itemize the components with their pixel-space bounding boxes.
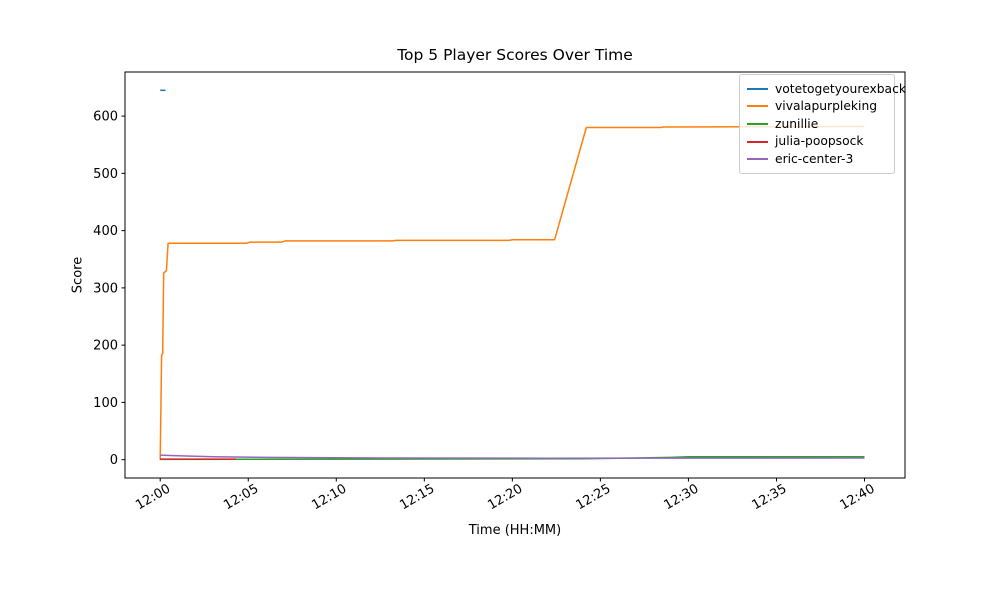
y-tick-label: 0 <box>110 453 118 468</box>
x-tick-label: 12:20 <box>485 481 525 513</box>
legend-label: vivalapurpleking <box>775 99 878 114</box>
legend-line-sample <box>747 105 768 108</box>
x-tick-label: 12:40 <box>838 481 878 513</box>
legend-item: eric-center-3 <box>747 150 887 168</box>
x-tick-label: 12:10 <box>309 481 349 513</box>
series-line-eric-center-3 <box>160 454 865 459</box>
legend: votetogetyourexback vivalapurpleking zunil… <box>739 74 906 174</box>
y-tick-label: 500 <box>93 167 118 182</box>
legend-item: zunillie <box>747 115 887 133</box>
x-tick-label: 12:35 <box>750 481 790 513</box>
legend-item: vivalapurpleking <box>747 98 887 116</box>
x-tick-label: 12:15 <box>397 481 437 513</box>
legend-label: votetogetyourexback <box>775 81 906 96</box>
x-tick-label: 12:30 <box>661 481 701 513</box>
legend-label: zunillie <box>775 116 819 131</box>
y-tick-label: 400 <box>93 224 118 239</box>
y-tick-label: 100 <box>93 396 118 411</box>
x-tick-label: 12:25 <box>573 481 613 513</box>
chart-title: Top 5 Player Scores Over Time <box>397 46 633 64</box>
legend-line-sample <box>747 140 768 143</box>
legend-line-sample <box>747 122 768 125</box>
y-tick-label: 600 <box>93 110 118 125</box>
legend-label: julia-poopsock <box>775 134 864 149</box>
x-axis-label: Time (HH:MM) <box>468 523 562 538</box>
legend-line-sample <box>747 87 768 90</box>
y-tick-label: 200 <box>93 339 118 354</box>
legend-line-sample <box>747 158 768 161</box>
legend-item: votetogetyourexback <box>747 80 906 98</box>
x-tick-label: 12:05 <box>221 481 261 513</box>
y-tick-label: 300 <box>93 281 118 296</box>
plot-border <box>124 71 906 479</box>
legend-item: julia-poopsock <box>747 133 887 151</box>
x-tick-label: 12:00 <box>133 481 173 513</box>
y-axis-label: Score <box>70 256 86 294</box>
series-line-vivalapurpleking <box>159 125 865 460</box>
legend-label: eric-center-3 <box>775 152 854 167</box>
